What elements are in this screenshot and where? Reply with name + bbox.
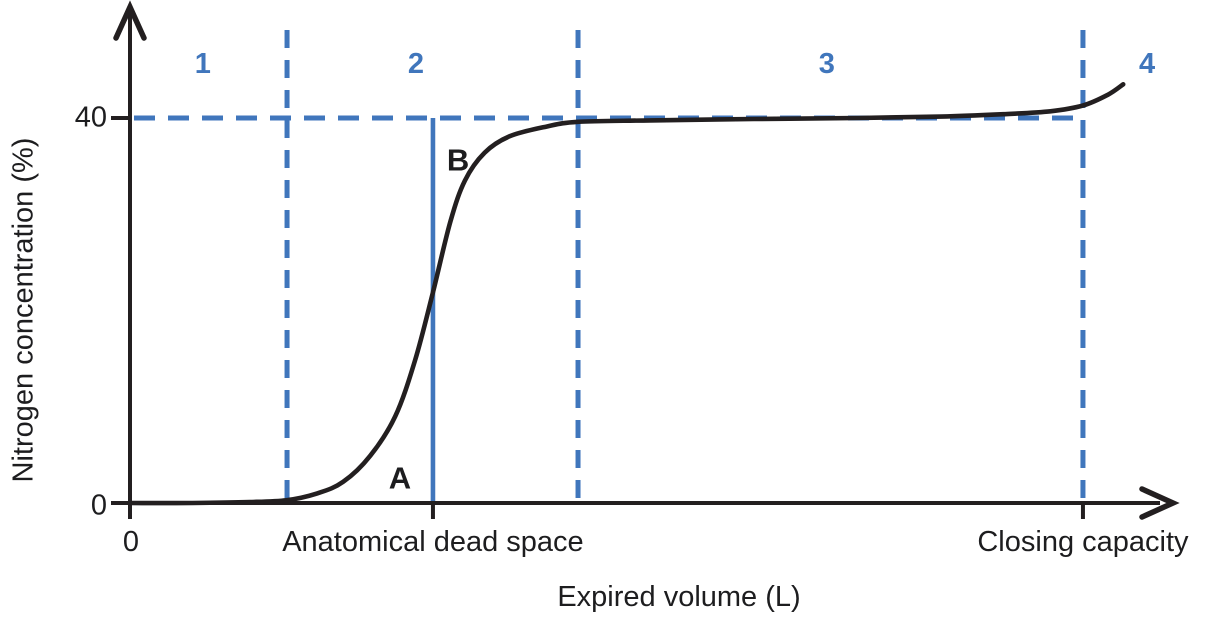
nitrogen-concentration-curve (127, 82, 1126, 506)
phase-label-4: 4 (1139, 48, 1156, 80)
x-tick-label-0: 0 (122, 526, 140, 558)
y-tick-label-40: 40 (74, 101, 107, 134)
x-axis-arrowhead (1139, 486, 1180, 520)
curve-annotation-b: B (446, 142, 470, 178)
x-tick-label-closing-capacity: Closing capacity (977, 526, 1189, 558)
x-axis-title: Expired volume (L) (557, 581, 801, 613)
y-axis-title: Nitrogen concentration (%) (7, 137, 40, 483)
phase-label-3: 3 (818, 48, 835, 80)
y-axis-arrowhead (113, 0, 147, 41)
curve-annotation-a: A (388, 460, 412, 496)
x-tick-label-anatomical-dead-space: Anatomical dead space (282, 526, 584, 558)
y-tick-label-0: 0 (90, 489, 107, 522)
phase-label-2: 2 (407, 48, 425, 80)
phase-label-1: 1 (194, 48, 211, 80)
